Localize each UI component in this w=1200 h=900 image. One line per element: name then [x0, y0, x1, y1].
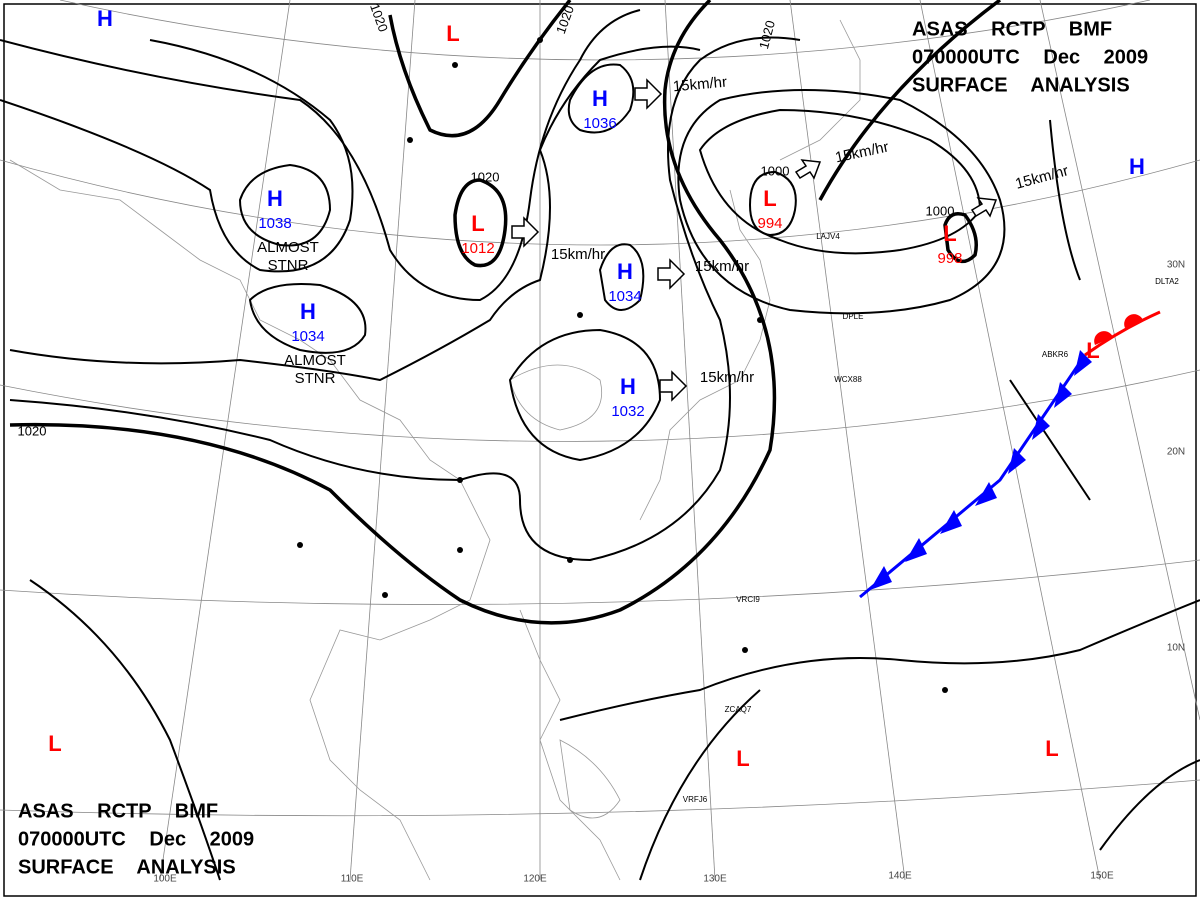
pressure-center-symbol: L — [1086, 338, 1099, 363]
station-plots — [297, 37, 948, 693]
pressure-center-value: 1034 — [608, 288, 641, 305]
header-title: SURFACE ANALYSIS — [912, 74, 1130, 96]
isobars — [0, 0, 1200, 881]
warm-front — [1084, 310, 1161, 357]
station-id: VRFJ6 — [683, 795, 708, 804]
isobar-label: 1000 — [761, 163, 790, 178]
pressure-center-symbol: H — [592, 86, 608, 111]
pressure-center-symbol: L — [1045, 736, 1058, 761]
station-id: WCX88 — [834, 375, 862, 384]
pressure-center-symbol: L — [446, 21, 459, 46]
pressure-center-symbol: H — [267, 186, 283, 211]
pressure-center-symbol: H — [97, 6, 113, 31]
station-id: ZCAQ7 — [725, 705, 752, 714]
motion-label: 15km/hr — [695, 258, 749, 275]
graticule-label: 30N — [1167, 260, 1185, 271]
graticule-label: 110E — [341, 874, 364, 885]
graticule-label: 130E — [703, 874, 727, 885]
graticule-label: 20N — [1167, 447, 1185, 458]
graticule-label: 100E — [153, 874, 177, 885]
station-id: VRCI9 — [736, 595, 760, 604]
coastlines — [9, 19, 861, 881]
graticule-label: 120E — [523, 874, 547, 885]
pressure-center-symbol: L — [736, 746, 749, 771]
pressure-center-symbol: H — [620, 374, 636, 399]
cold-front — [859, 350, 1092, 599]
station-id: DPLE — [843, 312, 864, 321]
motion-label: 15km/hr — [700, 369, 754, 386]
pressure-center-symbol: L — [48, 731, 61, 756]
motion-label: 15km/hr — [551, 246, 605, 263]
pressure-center-value: 1038 — [258, 215, 291, 232]
pressure-center-value: 1034 — [291, 328, 324, 345]
pressure-center-value: 1012 — [461, 240, 494, 257]
isobar-label: 1020 — [756, 19, 778, 51]
pressure-center-value: 998 — [937, 250, 962, 267]
pressure-center-symbol: H — [1129, 154, 1145, 179]
map-frame — [3, 3, 1197, 897]
footer-title: ASAS RCTP BMF — [18, 800, 218, 822]
graticule-label: 140E — [888, 871, 912, 882]
pressure-center-symbol: L — [943, 221, 956, 246]
station-id: DLTA2 — [1155, 277, 1179, 286]
isobar-label: 1020 — [471, 169, 500, 184]
graticule-label: 150E — [1090, 871, 1114, 882]
pressure-center-value: 1036 — [583, 115, 616, 132]
header-title: ASAS RCTP BMF — [912, 18, 1112, 40]
pressure-center-symbol: H — [617, 259, 633, 284]
footer-title: 070000UTC Dec 2009 — [18, 828, 254, 850]
pressure-center-symbol: L — [763, 186, 776, 211]
center-note: ALMOST STNR — [284, 352, 346, 387]
footer-title: SURFACE ANALYSIS — [18, 856, 236, 878]
isobar-label: 1000 — [926, 203, 955, 218]
header-title: 070000UTC Dec 2009 — [912, 46, 1148, 68]
center-note: ALMOST STNR — [257, 239, 319, 274]
station-id: LAJV4 — [816, 232, 840, 241]
pressure-center-symbol: L — [471, 211, 484, 236]
pressure-center-value: 1032 — [611, 403, 644, 420]
pressure-center-value: 994 — [757, 215, 782, 232]
motion-label: 15km/hr — [672, 74, 727, 96]
motion-arrows — [511, 78, 998, 402]
station-id: ABKR6 — [1042, 350, 1069, 359]
graticule-label: 10N — [1167, 643, 1185, 654]
graticule — [0, 0, 1200, 881]
pressure-center-symbol: H — [300, 299, 316, 324]
isobar-label: 1020 — [18, 423, 47, 438]
